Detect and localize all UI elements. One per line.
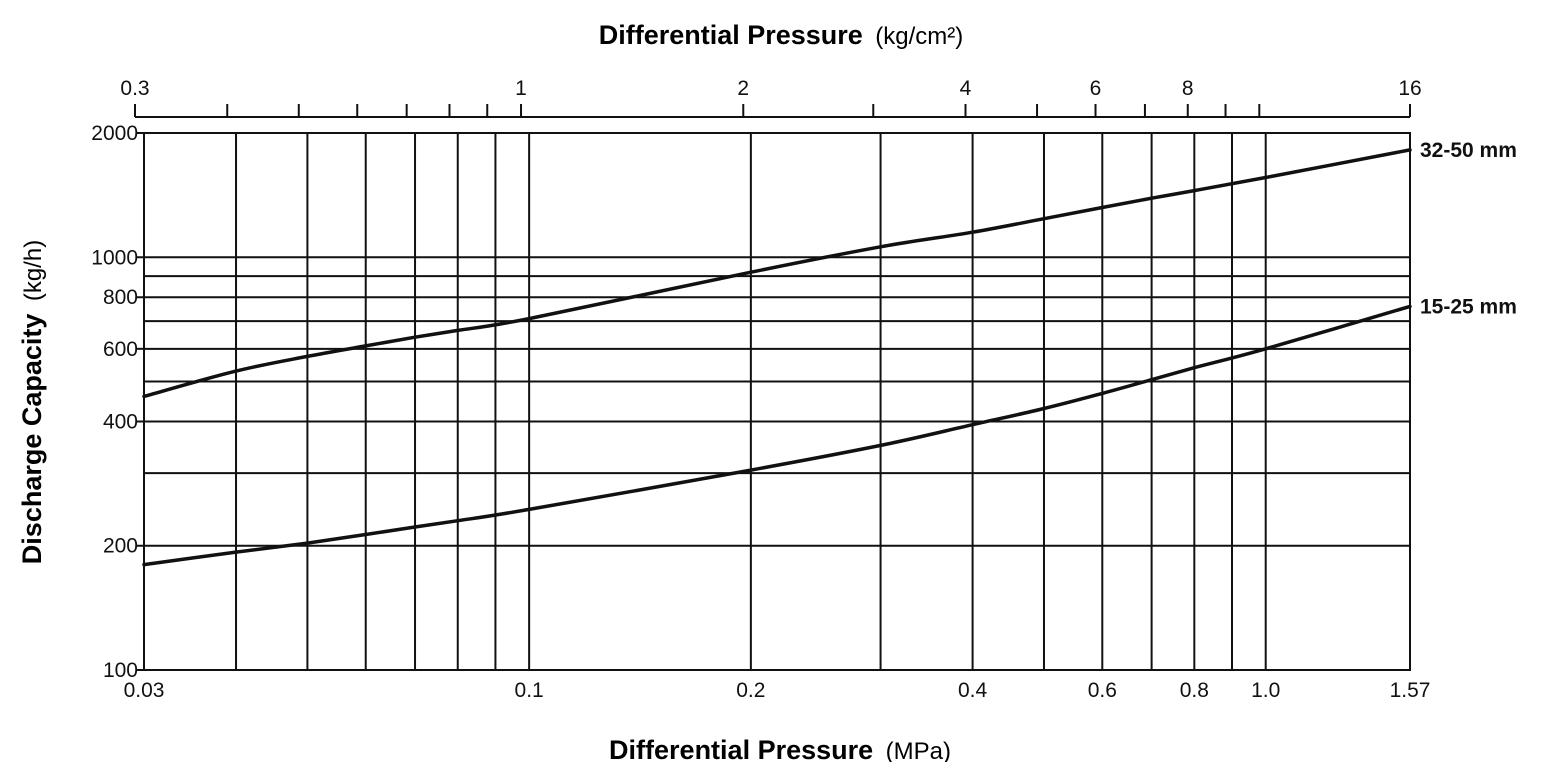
plot-frame [143, 132, 1411, 671]
bottom-tick-label-0-03: 0.03 [124, 679, 165, 702]
bottom-tick-label-0-6: 0.6 [1088, 679, 1117, 702]
y-tick-label-1000: 1000 [91, 246, 138, 269]
y-tick-label-600: 600 [103, 338, 138, 361]
bottom-axis-title-main: Differential Pressure [609, 735, 873, 762]
bottom-tick-label-0-8: 0.8 [1180, 679, 1209, 702]
y-tick-label-100: 100 [103, 659, 138, 682]
y-tick-label-200: 200 [103, 535, 138, 558]
top-axis-title-unit: (kg/cm²) [875, 23, 963, 50]
bottom-tick-label-0-2: 0.2 [736, 679, 765, 702]
bottom-tick-label-1: 1.0 [1251, 679, 1280, 702]
top-axis-title: Differential Pressure (kg/cm²) [599, 20, 964, 50]
series-labels: 32-50 mm 15-25 mm [1420, 139, 1517, 319]
bottom-tick-label-0-1: 0.1 [515, 679, 544, 702]
bottom-tick-label-0-4: 0.4 [958, 679, 988, 702]
top-tick-label-0-3: 0.3 [120, 77, 149, 100]
y-tick-label-400: 400 [103, 410, 138, 433]
top-tick-label-8: 8 [1182, 77, 1194, 100]
bottom-axis-title-unit: (MPa) [886, 738, 951, 762]
y-tick-label-800: 800 [103, 286, 138, 309]
top-tick-label-4: 4 [960, 77, 972, 100]
top-axis-ticks: 0.3 1 2 4 6 8 16 [120, 77, 1422, 117]
bottom-tick-label-1-57: 1.57 [1390, 679, 1431, 702]
series-line-32-50-mm [142, 148, 1412, 399]
series-label-15-25-mm: 15-25 mm [1420, 295, 1517, 318]
y-axis-title-unit: (kg/h) [20, 240, 47, 301]
top-tick-label-6: 6 [1090, 77, 1102, 100]
series-lines [142, 148, 1412, 567]
horizontal-gridlines [144, 256, 1410, 547]
top-tick-label-16: 16 [1398, 77, 1421, 100]
left-axis-ticks: 100 200 400 600 800 1000 2000 [91, 122, 144, 682]
y-tick-label-2000: 2000 [91, 122, 138, 145]
y-axis-title: Discharge Capacity (kg/h) [17, 240, 47, 564]
series-label-32-50-mm: 32-50 mm [1420, 139, 1517, 162]
top-axis-title-main: Differential Pressure [599, 20, 863, 50]
bottom-axis-title: Differential Pressure (MPa) [609, 735, 951, 762]
y-axis-title-main: Discharge Capacity [17, 314, 47, 565]
series-line-15-25-mm [142, 304, 1412, 567]
top-tick-label-1: 1 [515, 77, 527, 100]
vertical-gridlines [235, 133, 1267, 670]
top-tick-label-2: 2 [737, 77, 749, 100]
bottom-axis-ticks: 0.03 0.1 0.2 0.4 0.6 0.8 1.0 1.57 [124, 679, 1431, 702]
